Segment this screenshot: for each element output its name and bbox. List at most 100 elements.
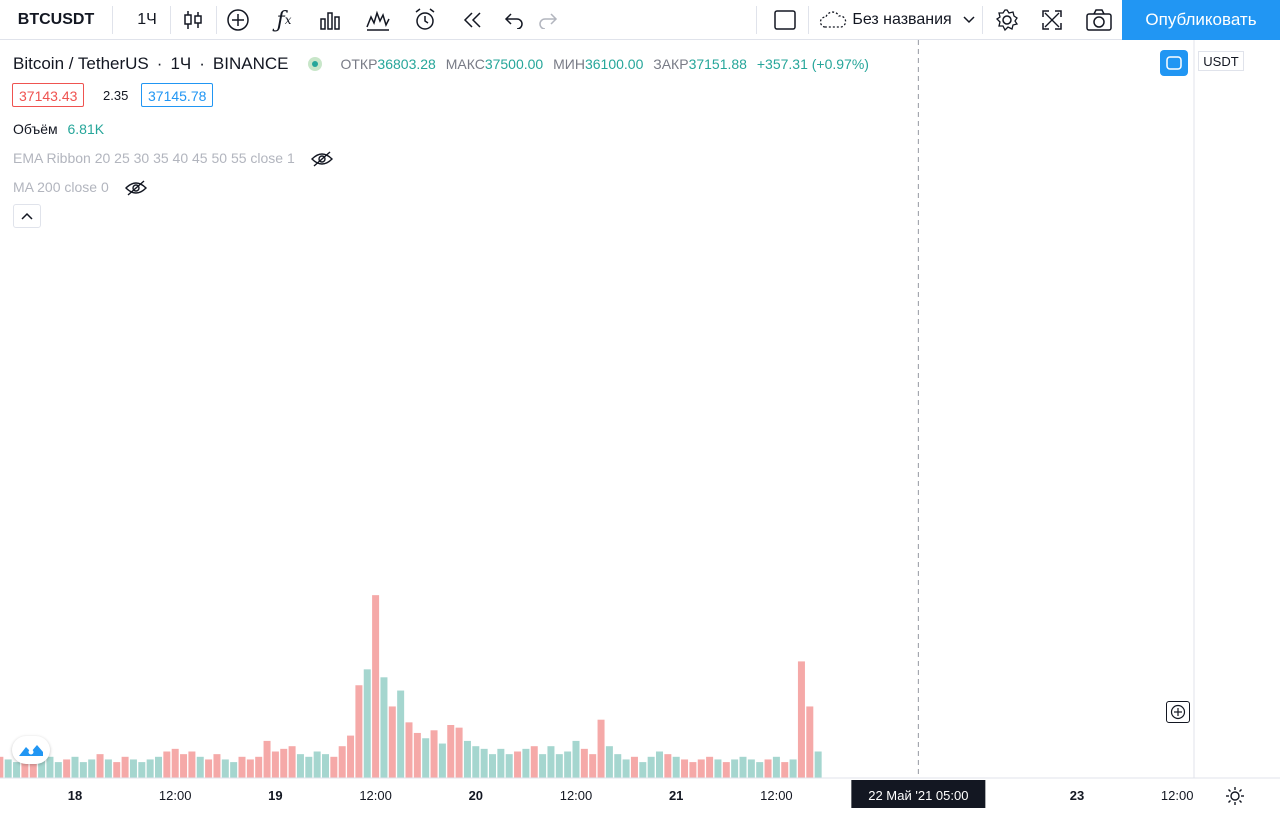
volume-bar	[322, 754, 329, 778]
templates-icon[interactable]	[362, 0, 394, 40]
volume-bar	[355, 685, 363, 778]
volume-bar	[280, 748, 288, 778]
volume-bar	[722, 762, 730, 778]
volume-bar	[472, 746, 480, 778]
volume-bar	[731, 759, 739, 778]
volume-bar	[764, 759, 772, 778]
chart-legend: Bitcoin / TetherUS · 1Ч · BINANCE ОТКР36…	[13, 53, 875, 75]
volume-bar	[697, 759, 705, 778]
time-tick-label: 23	[1070, 788, 1084, 803]
change-value: +357.31 (+0.97%)	[756, 56, 869, 72]
volume-bar	[614, 754, 622, 778]
volume-bar	[171, 748, 179, 778]
time-tick-label: 12:00	[359, 788, 392, 803]
volume-bar	[530, 746, 538, 778]
volume-bar	[313, 751, 321, 778]
add-indicator-icon[interactable]	[222, 0, 254, 40]
channel-toggle-button[interactable]	[1160, 50, 1188, 76]
market-status-icon	[308, 57, 323, 71]
volume-bar	[205, 759, 213, 778]
replay-icon[interactable]	[456, 0, 488, 40]
volume-bar	[255, 756, 263, 778]
volume-bars	[0, 595, 822, 778]
sell-price-button[interactable]: 37143.43	[12, 83, 85, 107]
volume-indicator-legend[interactable]: Объём 6.81K	[13, 121, 104, 137]
undo-icon[interactable]	[498, 0, 530, 40]
open-value: 36803.28	[377, 56, 436, 72]
volume-bar	[555, 754, 563, 778]
bar-style-icon[interactable]	[314, 0, 346, 40]
time-axis[interactable]: 18 12:00 19 12:00 20 12:00 21 12:00 23 12:00 22 Ма…	[68, 780, 1194, 808]
ma-legend[interactable]: MA 200 close 0	[13, 179, 147, 196]
volume-bar	[647, 756, 655, 778]
tradingview-logo[interactable]	[12, 736, 50, 764]
time-tick-label: 12:00	[159, 788, 192, 803]
sun-settings-icon	[1226, 787, 1244, 805]
redo-icon[interactable]	[532, 0, 564, 40]
time-tick-label: 12:00	[560, 788, 593, 803]
low-value: 36100.00	[584, 56, 644, 72]
toolbar-separator	[216, 6, 217, 34]
candles-icon[interactable]	[176, 0, 210, 40]
high-label: МАКС	[445, 56, 485, 72]
volume-value: 6.81K	[67, 121, 105, 137]
volume-bar	[271, 751, 279, 778]
collapse-legend-button[interactable]	[13, 204, 41, 228]
fullscreen-icon[interactable]	[1036, 0, 1068, 40]
alert-icon[interactable]	[408, 0, 442, 40]
crosshair-time-label: 22 Май '21 05:00	[868, 788, 968, 803]
time-tick-label: 12:00	[1161, 788, 1194, 803]
volume-bar	[739, 756, 747, 778]
cloud-icon	[820, 11, 847, 28]
volume-bar	[238, 756, 246, 778]
crosshair-time-bg	[851, 780, 986, 808]
volume-bar	[380, 677, 388, 778]
buy-price-button[interactable]: 37145.78	[141, 83, 214, 107]
volume-bar	[213, 754, 221, 778]
volume-bar	[138, 762, 146, 778]
currency-label[interactable]: USDT	[1198, 51, 1244, 71]
volume-bar	[63, 759, 71, 778]
settings-icon[interactable]	[990, 0, 1024, 40]
legend-exchange: BINANCE	[212, 54, 289, 73]
volume-bar	[597, 719, 605, 778]
hidden-eye-icon[interactable]	[310, 151, 333, 167]
chevron-down-icon	[963, 16, 975, 24]
volume-bar	[347, 735, 355, 778]
spread-value: 2.35	[103, 88, 129, 103]
volume-bar	[681, 759, 689, 778]
hidden-eye-icon[interactable]	[124, 180, 147, 196]
volume-bar	[547, 746, 555, 778]
volume-bar	[438, 743, 446, 778]
symbol-search-button[interactable]: BTCUSDT	[17, 11, 95, 28]
currency-text: USDT	[1203, 53, 1239, 69]
interval-button[interactable]: 1Ч	[137, 11, 157, 28]
volume-bar	[539, 754, 547, 778]
layout-name-button[interactable]: Без названия	[814, 0, 980, 40]
chart-settings-button[interactable]	[1222, 783, 1248, 809]
volume-bar	[505, 754, 513, 778]
volume-bar	[756, 762, 764, 778]
volume-bar	[589, 754, 597, 778]
volume-bar	[54, 762, 62, 778]
ema-ribbon-legend[interactable]: EMA Ribbon 20 25 30 35 40 45 50 55 close…	[13, 150, 333, 167]
volume-bar	[155, 756, 162, 778]
camera-icon[interactable]	[1082, 0, 1116, 40]
volume-bar	[689, 762, 697, 778]
volume-bar	[514, 751, 522, 778]
volume-bar	[88, 759, 96, 778]
volume-bar	[388, 706, 396, 778]
add-alert-button[interactable]	[1166, 701, 1190, 723]
channel-tool-icon	[1166, 56, 1182, 70]
time-tick-label: 12:00	[760, 788, 793, 803]
layout-icon[interactable]	[770, 0, 800, 40]
volume-bar	[305, 756, 313, 778]
volume-bar	[288, 746, 296, 778]
legend-interval: 1Ч	[170, 54, 192, 73]
publish-button[interactable]: Опубликовать	[1122, 0, 1280, 40]
symbol-description[interactable]: Bitcoin / TetherUS	[13, 54, 149, 73]
volume-bar	[806, 706, 814, 778]
